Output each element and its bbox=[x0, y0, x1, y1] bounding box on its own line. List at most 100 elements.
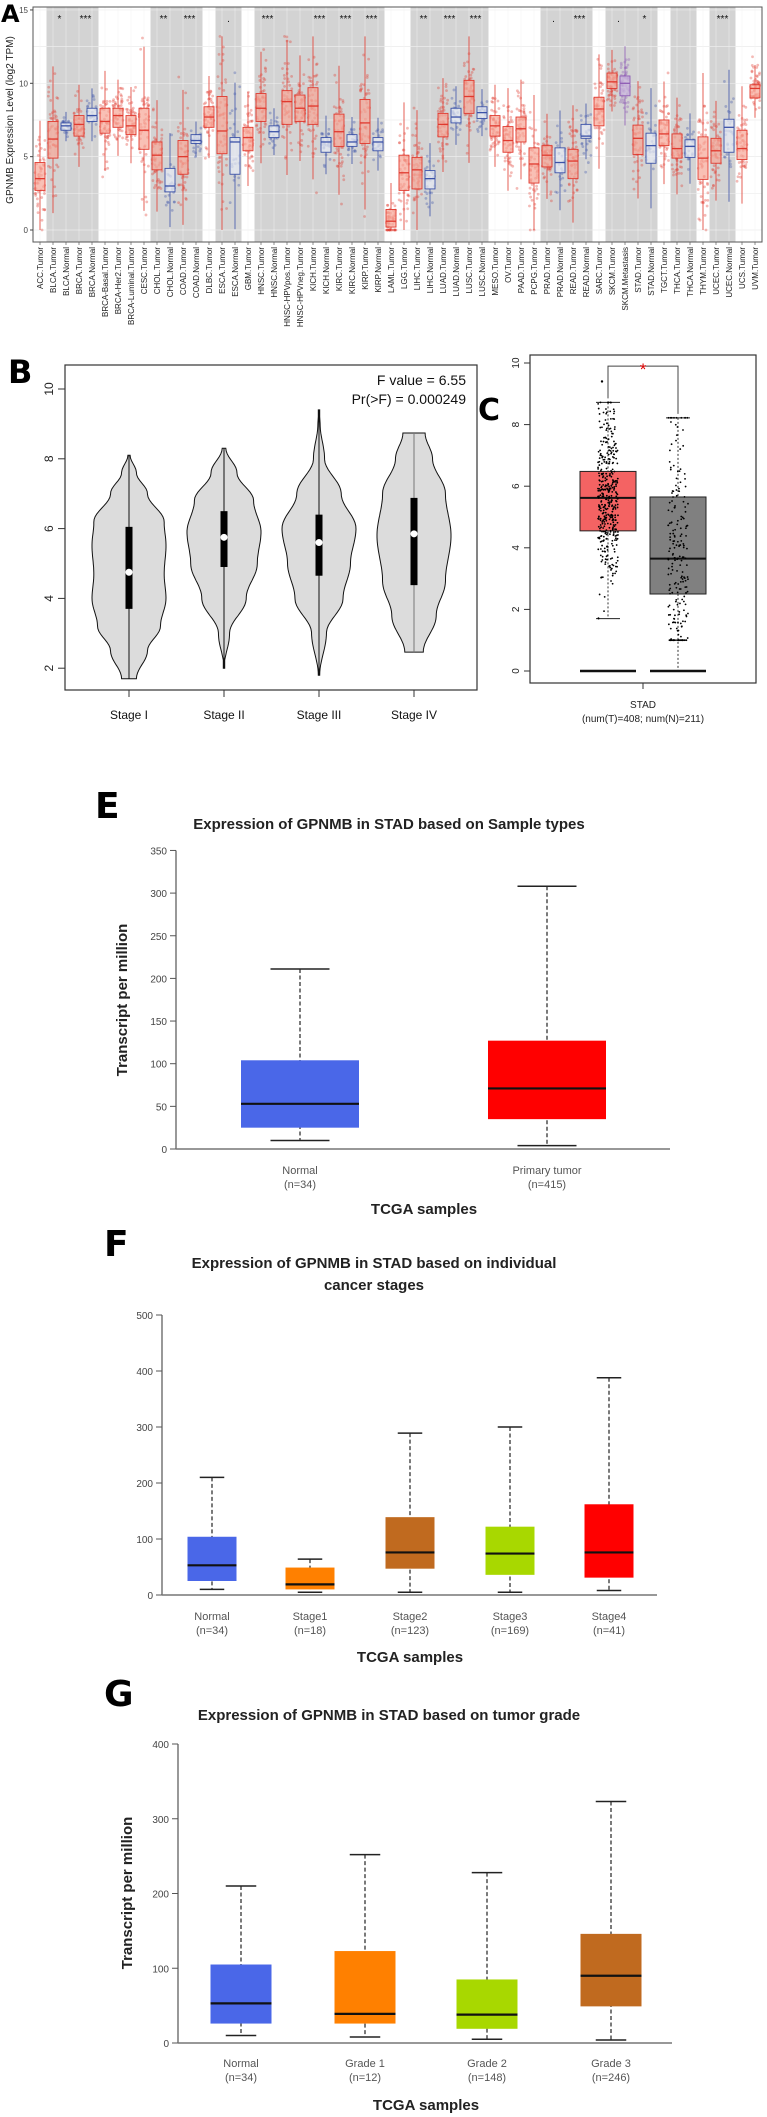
y-tick-label: 4 bbox=[42, 595, 56, 602]
category-label: STAD.Normal bbox=[647, 247, 656, 296]
data-point bbox=[605, 514, 608, 517]
data-point bbox=[399, 199, 403, 203]
data-point bbox=[314, 74, 318, 78]
data-point bbox=[271, 139, 274, 143]
data-point bbox=[394, 228, 398, 232]
data-point bbox=[601, 559, 604, 561]
data-point bbox=[398, 141, 401, 145]
data-point bbox=[49, 116, 53, 120]
panel-c-x-sublabel: (num(T)=408; num(N)=211) bbox=[582, 714, 704, 725]
box bbox=[515, 116, 527, 143]
data-point bbox=[682, 444, 685, 447]
data-point bbox=[492, 109, 496, 113]
data-point bbox=[159, 187, 163, 190]
data-point bbox=[602, 509, 605, 512]
data-point bbox=[54, 115, 58, 119]
data-point bbox=[154, 138, 158, 142]
data-point bbox=[668, 550, 671, 553]
data-point bbox=[599, 67, 603, 70]
data-point bbox=[605, 412, 608, 415]
data-point bbox=[490, 108, 494, 112]
data-point bbox=[610, 494, 613, 497]
data-point bbox=[680, 518, 683, 521]
box bbox=[164, 167, 176, 193]
data-point bbox=[613, 548, 616, 551]
data-point bbox=[599, 548, 602, 550]
data-point bbox=[53, 109, 56, 113]
category-label: PRAD.Normal bbox=[556, 247, 565, 297]
data-point bbox=[599, 449, 601, 452]
data-point bbox=[673, 540, 676, 542]
data-point bbox=[567, 199, 570, 203]
data-point bbox=[600, 83, 604, 86]
data-point bbox=[681, 571, 684, 573]
data-point bbox=[489, 136, 493, 140]
data-point bbox=[658, 99, 661, 103]
data-point bbox=[258, 74, 261, 78]
data-point bbox=[641, 121, 644, 124]
data-point bbox=[604, 479, 607, 482]
data-point bbox=[107, 143, 111, 146]
data-point bbox=[599, 519, 602, 522]
data-point bbox=[371, 132, 375, 136]
data-point bbox=[685, 535, 687, 537]
data-point bbox=[611, 505, 613, 507]
data-point bbox=[528, 191, 532, 195]
box bbox=[528, 147, 540, 184]
data-point bbox=[496, 99, 500, 103]
data-point bbox=[614, 523, 617, 526]
data-point bbox=[670, 521, 673, 524]
data-point bbox=[160, 137, 164, 140]
data-point bbox=[359, 87, 363, 91]
significance-shade-band bbox=[176, 7, 203, 242]
data-point bbox=[37, 138, 40, 142]
data-point bbox=[289, 141, 293, 145]
data-point bbox=[41, 208, 45, 211]
data-point bbox=[237, 176, 241, 180]
data-point bbox=[615, 570, 618, 573]
box-normal bbox=[187, 1536, 237, 1581]
data-point bbox=[38, 142, 41, 146]
data-point bbox=[605, 533, 608, 536]
data-point bbox=[491, 100, 495, 104]
category-label: Stage4 bbox=[592, 1611, 627, 1623]
data-point bbox=[333, 73, 337, 77]
data-point bbox=[597, 402, 600, 405]
box bbox=[359, 98, 371, 144]
data-point bbox=[535, 187, 539, 191]
data-point bbox=[641, 115, 644, 119]
data-point bbox=[613, 88, 616, 92]
data-point bbox=[365, 91, 369, 95]
data-point bbox=[359, 161, 363, 165]
data-point bbox=[638, 99, 642, 102]
data-point bbox=[153, 136, 156, 140]
data-point bbox=[600, 91, 604, 95]
data-point bbox=[673, 639, 676, 642]
data-point bbox=[596, 57, 600, 61]
data-point bbox=[490, 138, 494, 142]
data-point bbox=[256, 128, 260, 131]
data-point bbox=[682, 517, 685, 520]
data-point bbox=[668, 589, 671, 591]
data-point bbox=[608, 93, 611, 97]
data-point bbox=[36, 204, 39, 208]
data-point bbox=[72, 111, 76, 115]
data-point bbox=[80, 142, 84, 145]
data-point bbox=[204, 146, 208, 150]
category-label: PCPG.Tumor bbox=[530, 247, 539, 295]
data-point bbox=[302, 73, 306, 77]
data-point bbox=[367, 57, 371, 61]
data-point bbox=[302, 82, 305, 86]
box bbox=[632, 124, 644, 155]
category-label: ESCA.Tumor bbox=[218, 247, 227, 294]
data-point bbox=[114, 102, 118, 106]
data-point bbox=[560, 140, 564, 144]
data-point bbox=[517, 109, 521, 112]
data-point bbox=[679, 602, 681, 605]
data-point bbox=[495, 138, 499, 142]
data-point bbox=[673, 534, 676, 537]
data-point bbox=[476, 127, 479, 131]
data-point bbox=[439, 97, 443, 101]
data-point bbox=[601, 142, 605, 145]
data-point bbox=[608, 518, 611, 521]
